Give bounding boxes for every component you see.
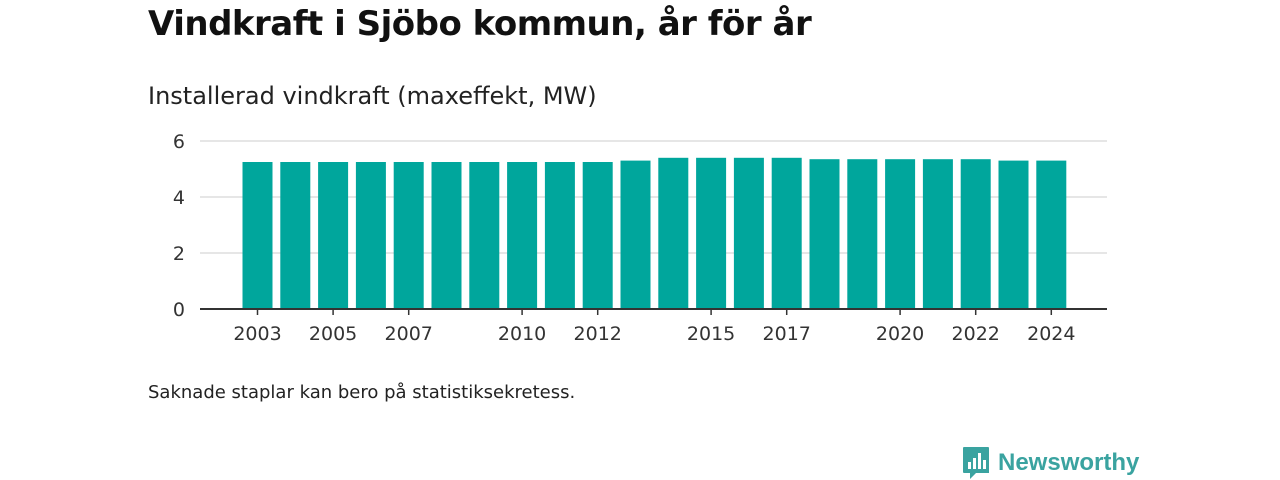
bar-2017 bbox=[771, 157, 802, 309]
x-tick-label: 2024 bbox=[1027, 323, 1075, 345]
y-tick-label: 2 bbox=[173, 243, 185, 265]
x-tick-label: 2020 bbox=[876, 323, 924, 345]
bar-2012 bbox=[582, 162, 613, 309]
brand-name: Newsworthy bbox=[998, 449, 1140, 476]
bar-2020 bbox=[885, 159, 916, 309]
axes bbox=[200, 308, 1107, 315]
bar-2021 bbox=[922, 159, 953, 309]
x-tick-label: 2007 bbox=[385, 323, 433, 345]
x-tick-label: 2022 bbox=[952, 323, 1000, 345]
x-tick-label: 2017 bbox=[763, 323, 811, 345]
gridlines bbox=[200, 140, 1107, 254]
chart-subtitle: Installerad vindkraft (maxeffekt, MW) bbox=[148, 82, 597, 110]
x-tick-label: 2005 bbox=[309, 323, 357, 345]
x-tick-labels: 2003 2005 2007 2010 2012 2015 2017 2020 2022 2024 bbox=[233, 323, 1075, 345]
x-tick-label: 2003 bbox=[233, 323, 281, 345]
y-tick-labels: 0 2 4 6 bbox=[173, 131, 185, 321]
x-tick-label: 2015 bbox=[687, 323, 735, 345]
bar-2005 bbox=[318, 162, 349, 309]
bar-chart-speech-bubble-icon bbox=[963, 447, 989, 479]
x-tick-label: 2012 bbox=[574, 323, 622, 345]
bar-2015 bbox=[696, 157, 727, 309]
y-tick-label: 0 bbox=[173, 299, 185, 321]
bar-2010 bbox=[507, 162, 538, 309]
y-tick-label: 6 bbox=[173, 131, 185, 153]
bar-2004 bbox=[280, 162, 311, 309]
bar-2024 bbox=[1036, 160, 1067, 309]
bar-chart: 0 2 4 6 2003 2005 2007 2010 2012 2015 2017 2020 202… bbox=[173, 131, 1107, 345]
bar-2007 bbox=[393, 162, 424, 309]
bar-2018 bbox=[809, 159, 840, 309]
bars bbox=[242, 157, 1067, 309]
bar-2019 bbox=[847, 159, 878, 309]
footnote: Saknade staplar kan bero på statistiksek… bbox=[148, 382, 576, 403]
bar-2013 bbox=[620, 160, 651, 309]
bar-2003 bbox=[242, 162, 273, 309]
bar-2006 bbox=[355, 162, 386, 309]
newsworthy-logo[interactable]: Newsworthy bbox=[962, 446, 1139, 480]
bar-2023 bbox=[998, 160, 1029, 309]
bar-2009 bbox=[469, 162, 500, 309]
bar-2022 bbox=[960, 159, 991, 309]
chart-title: Vindkraft i Sjöbo kommun, år för år bbox=[148, 4, 812, 44]
bar-2014 bbox=[658, 157, 689, 309]
y-tick-label: 4 bbox=[173, 187, 185, 209]
bar-2008 bbox=[431, 162, 462, 309]
bar-2016 bbox=[733, 157, 764, 309]
x-tick-label: 2010 bbox=[498, 323, 546, 345]
bar-2011 bbox=[544, 162, 575, 309]
